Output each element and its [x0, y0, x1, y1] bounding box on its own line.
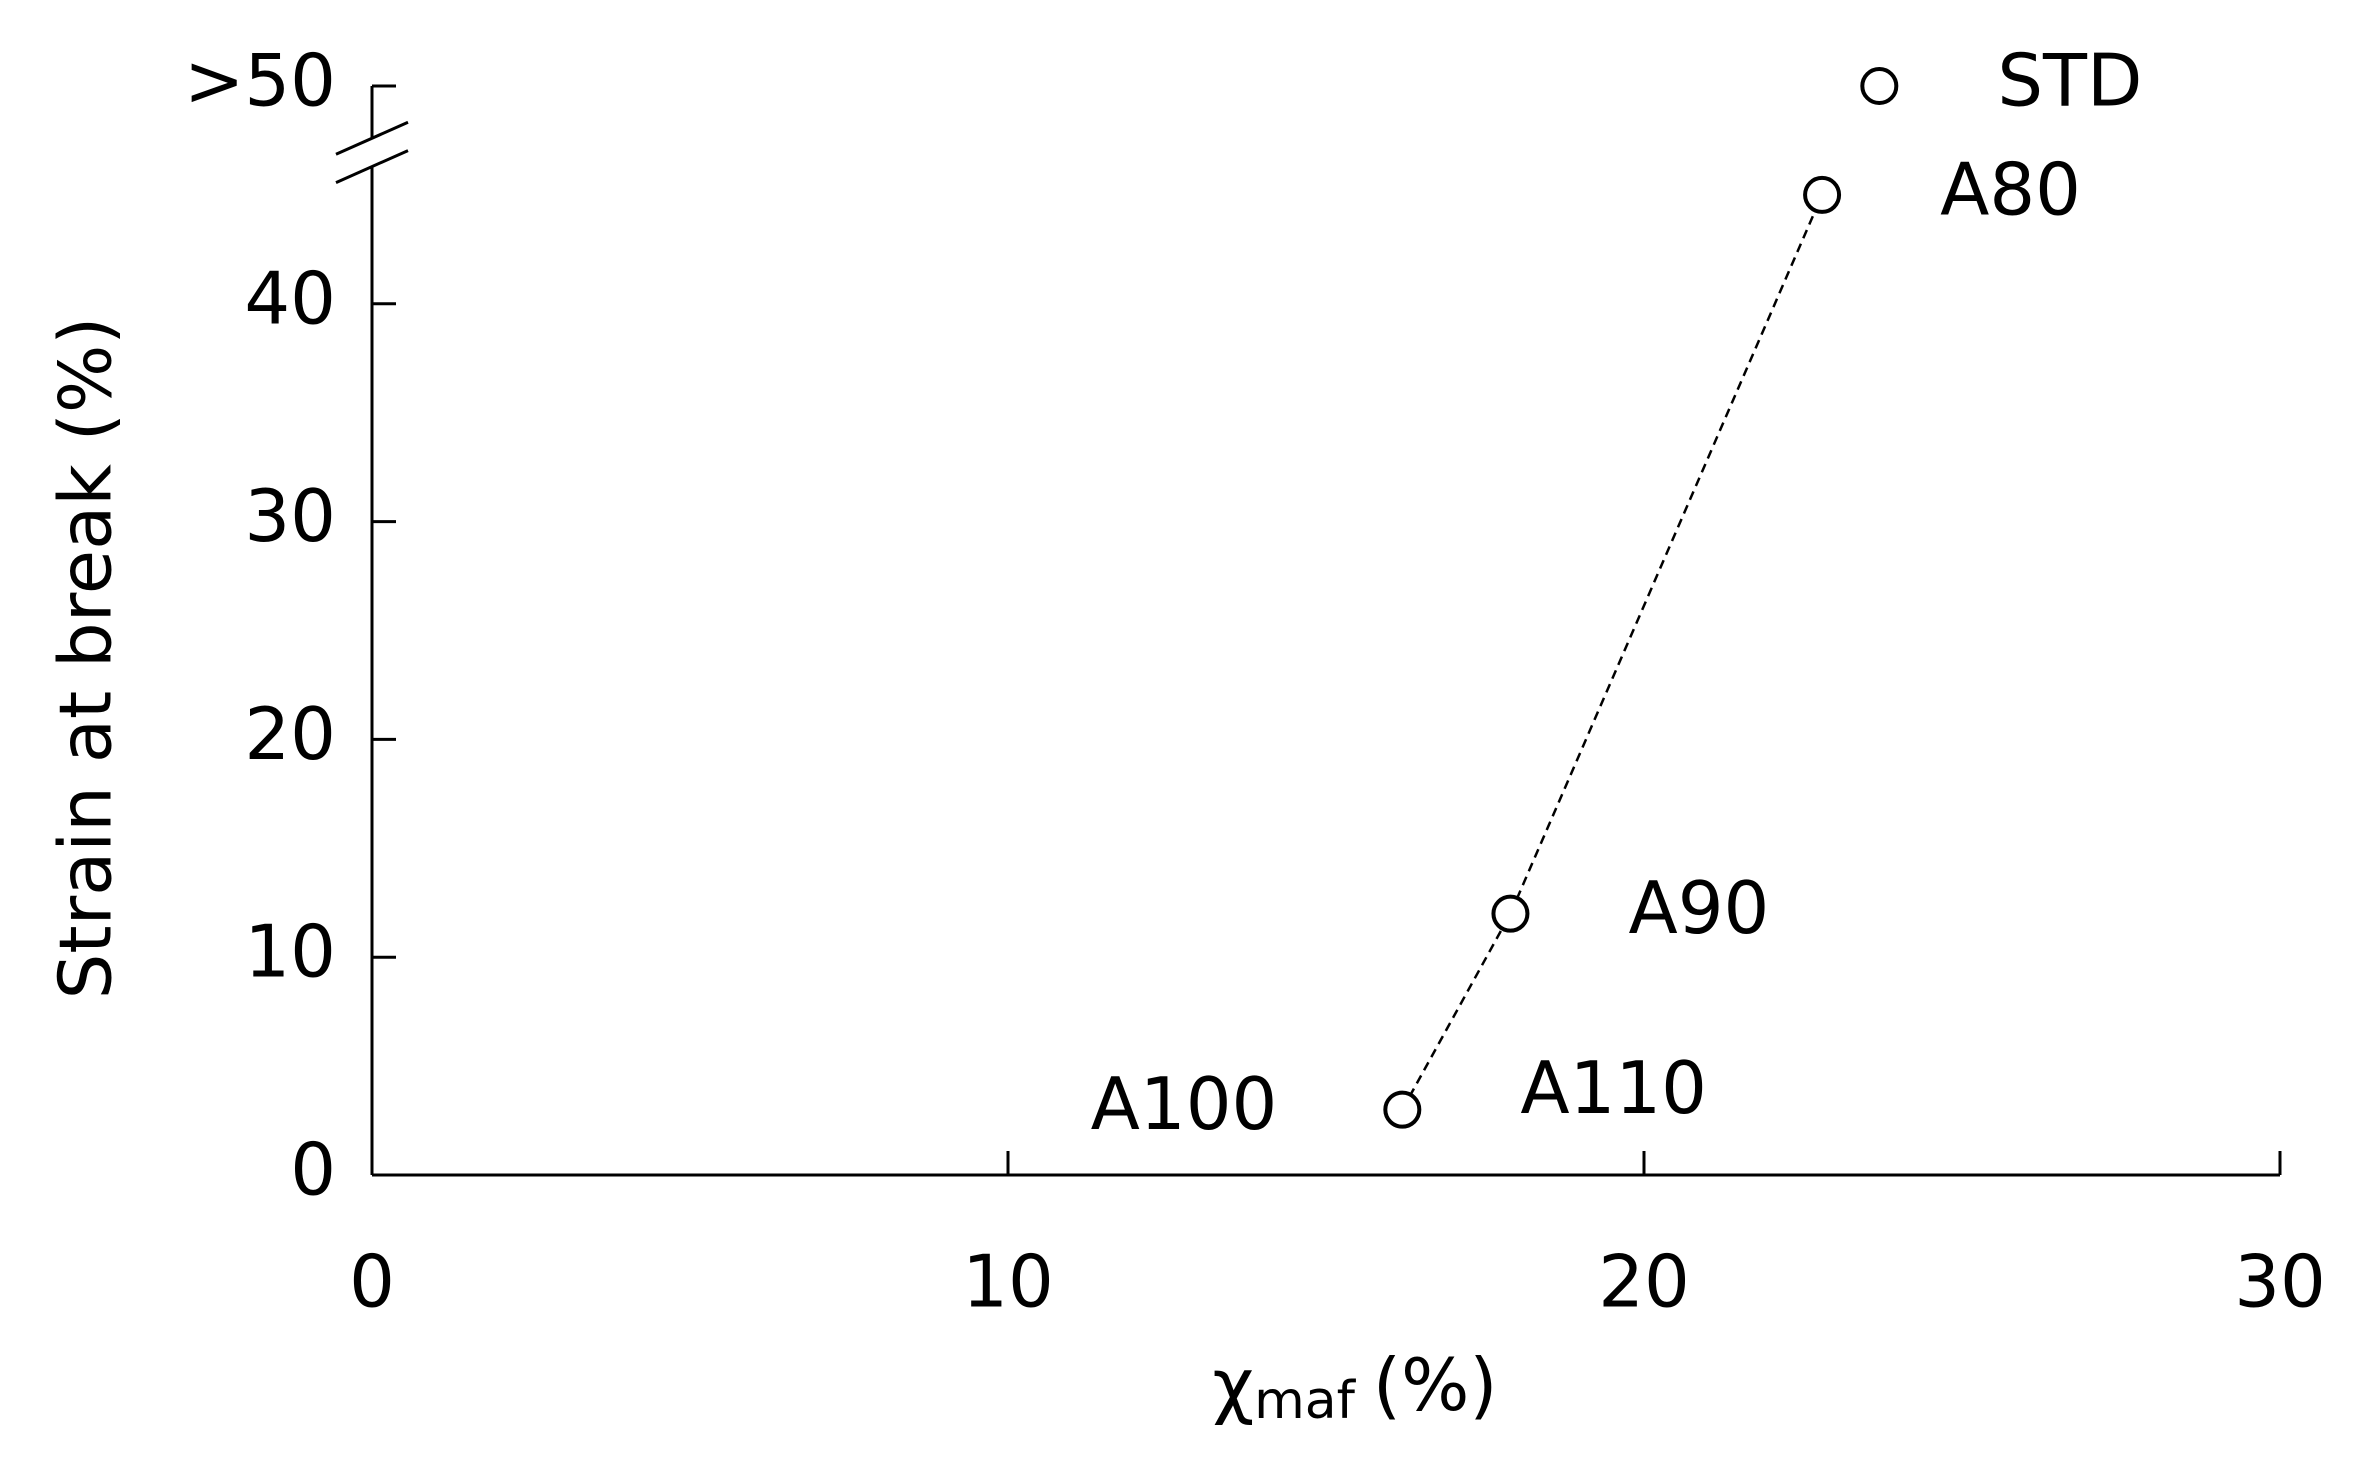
point	[1491, 894, 1530, 933]
trend-line	[1401, 194, 1824, 1111]
y-tick-label: 40	[244, 256, 336, 340]
point-label: A80	[1940, 147, 2081, 231]
point	[1383, 1090, 1422, 1129]
y-axis-label: Strain at break (%)	[44, 317, 128, 1000]
point-label: A90	[1628, 866, 1769, 950]
x-axis-label: χmaf (%)	[1212, 1343, 1497, 1431]
x-tick-label: 20	[1598, 1240, 1690, 1324]
point	[1860, 67, 1899, 105]
x-tick-label: 10	[962, 1240, 1054, 1324]
x-label-symbol: χ	[1212, 1343, 1254, 1427]
x-label-unit: (%)	[1373, 1343, 1498, 1427]
point-label: A110	[1520, 1046, 1707, 1130]
x-label-subscript: maf	[1254, 1371, 1357, 1431]
point-label: A100	[1091, 1062, 1278, 1146]
x-tick-label: 0	[349, 1240, 395, 1324]
x-tick-label: 30	[2234, 1240, 2326, 1324]
y-tick-label: 20	[244, 692, 336, 776]
point	[1803, 175, 1842, 214]
y-tick-label: 30	[244, 474, 336, 558]
y-tick-label: 0	[290, 1128, 336, 1212]
y-tick-label: 10	[244, 910, 336, 994]
axis-break	[335, 120, 409, 156]
axis-break	[335, 149, 409, 184]
y-tick-label: >50	[184, 39, 336, 123]
point-label: STD	[1997, 39, 2142, 123]
